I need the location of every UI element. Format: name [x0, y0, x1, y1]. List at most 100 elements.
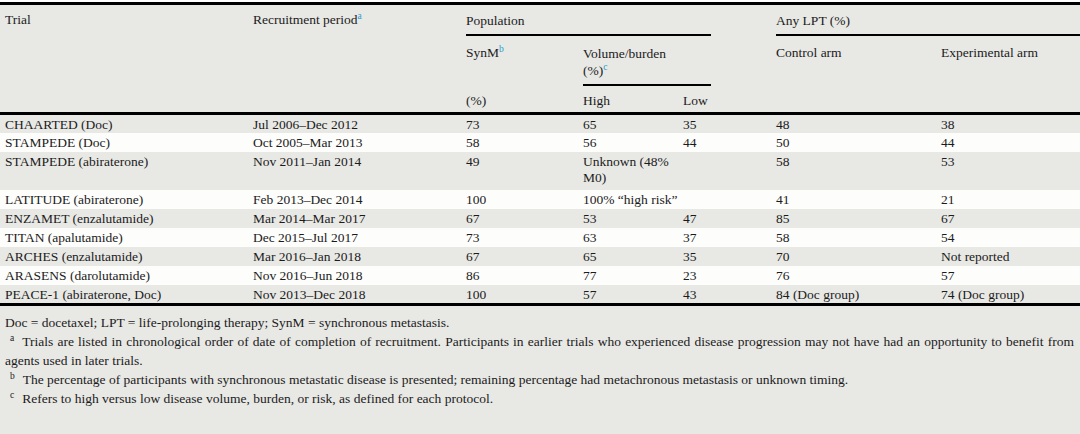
footnote-b-text: The percentage of participants with sync…: [23, 372, 849, 387]
cell-period: Nov 2011–Jan 2014: [252, 152, 465, 190]
cell-control: 58: [775, 152, 940, 190]
footnote-a: aTrials are listed in chronological orde…: [5, 332, 1074, 370]
cell-trial: TITAN (apalutamide): [0, 228, 252, 247]
table-row: STAMPEDE (Doc) Oct 2005–Mar 2013 58 56 4…: [0, 133, 1080, 152]
footnote-a-marker: a: [10, 333, 14, 343]
cell-low: 44: [682, 133, 775, 152]
population-group-label: Population: [466, 12, 711, 36]
cell-control: 48: [775, 114, 940, 134]
cell-experimental: Not reported: [940, 247, 1080, 266]
cell-high: 57: [582, 285, 682, 305]
cell-volume-burden: Unknown (48% M0): [582, 152, 775, 190]
table-row: TITAN (apalutamide) Dec 2015–Jul 2017 73…: [0, 228, 1080, 247]
footnote-a-text: Trials are listed in chronological order…: [5, 334, 1074, 368]
cell-synm: 100: [465, 190, 582, 209]
column-header-trial: Trial: [0, 4, 252, 114]
cell-control: 41: [775, 190, 940, 209]
cell-experimental: 67: [940, 209, 1080, 228]
cell-synm: 100: [465, 285, 582, 305]
cell-trial: CHAARTED (Doc): [0, 114, 252, 134]
table-row: PEACE-1 (abiraterone, Doc) Nov 2013–Dec …: [0, 285, 1080, 305]
volume-burden-line1: Volume/burden: [583, 46, 666, 61]
footnote-c: c Refers to high versus low disease volum…: [5, 389, 1074, 408]
volume-burden-line2: (%): [583, 63, 603, 78]
any-lpt-group-label: Any LPT (%): [776, 12, 1080, 36]
table-header: Trial Recruitment perioda Population Any…: [0, 4, 1080, 114]
cell-high: 77: [582, 266, 682, 285]
cell-control: 70: [775, 247, 940, 266]
cell-control: 85: [775, 209, 940, 228]
cell-synm: 49: [465, 152, 582, 190]
column-header-recruitment-period: Recruitment perioda: [252, 4, 465, 114]
recruitment-period-label: Recruitment period: [253, 12, 358, 27]
footnote-c-marker: c: [10, 390, 14, 400]
cell-synm: 73: [465, 114, 582, 134]
cell-period: Feb 2013–Dec 2014: [252, 190, 465, 209]
cell-high: 63: [582, 228, 682, 247]
cell-synm: 86: [465, 266, 582, 285]
cell-synm: 73: [465, 228, 582, 247]
column-header-experimental-arm: Experimental arm: [940, 37, 1080, 114]
trials-table: Trial Recruitment perioda Population Any…: [0, 2, 1080, 306]
abbreviations-line: Doc = docetaxel; LPT = life-prolonging t…: [5, 313, 1074, 332]
table-row: STAMPEDE (abiraterone) Nov 2011–Jan 2014…: [0, 152, 1080, 190]
column-group-any-lpt: Any LPT (%): [775, 4, 1080, 37]
cell-synm: 67: [465, 209, 582, 228]
table-row: ARCHES (enzalutamide) Mar 2016–Jan 2018 …: [0, 247, 1080, 266]
column-header-low: Low: [682, 89, 775, 114]
cell-period: Oct 2005–Mar 2013: [252, 133, 465, 152]
cell-trial: LATITUDE (abiraterone): [0, 190, 252, 209]
cell-trial: STAMPEDE (abiraterone): [0, 152, 252, 190]
cell-experimental: 53: [940, 152, 1080, 190]
cell-experimental: 54: [940, 228, 1080, 247]
table-body: CHAARTED (Doc) Jul 2006–Dec 2012 73 65 3…: [0, 114, 1080, 305]
cell-experimental: 21: [940, 190, 1080, 209]
cell-trial: ENZAMET (enzalutamide): [0, 209, 252, 228]
cell-control: 76: [775, 266, 940, 285]
table-row: ENZAMET (enzalutamide) Mar 2014–Mar 2017…: [0, 209, 1080, 228]
cell-high: 53: [582, 209, 682, 228]
synm-unit-label: (%): [465, 89, 582, 114]
cell-period: Nov 2016–Jun 2018: [252, 266, 465, 285]
cell-period: Dec 2015–Jul 2017: [252, 228, 465, 247]
footnote-b: b The percentage of participants with syn…: [5, 370, 1074, 389]
cell-trial: STAMPEDE (Doc): [0, 133, 252, 152]
cell-trial: ARASENS (darolutamide): [0, 266, 252, 285]
cell-experimental: 38: [940, 114, 1080, 134]
cell-experimental: 44: [940, 133, 1080, 152]
cell-period: Mar 2014–Mar 2017: [252, 209, 465, 228]
footnote-ref-a: a: [358, 11, 362, 21]
column-group-population: Population: [465, 4, 775, 37]
cell-volume-burden: 100% “high risk”: [582, 190, 775, 209]
cell-experimental: 74 (Doc group): [940, 285, 1080, 305]
header-row-groups: Trial Recruitment perioda Population Any…: [0, 4, 1080, 37]
cell-high: 56: [582, 133, 682, 152]
synm-label: SynM: [466, 45, 499, 60]
column-header-high: High: [582, 89, 682, 114]
table-footnotes: Doc = docetaxel; LPT = life-prolonging t…: [0, 306, 1080, 408]
column-header-synm: SynMb: [465, 37, 582, 89]
volume-burden-value: Unknown (48% M0): [583, 154, 687, 186]
footnote-c-text: Refers to high versus low disease volume…: [22, 391, 493, 406]
cell-period: Mar 2016–Jan 2018: [252, 247, 465, 266]
journal-table-page: Trial Recruitment perioda Population Any…: [0, 0, 1080, 434]
cell-low: 47: [682, 209, 775, 228]
footnote-b-marker: b: [10, 371, 15, 381]
cell-low: 35: [682, 114, 775, 134]
cell-control: 84 (Doc group): [775, 285, 940, 305]
cell-high: 65: [582, 114, 682, 134]
column-header-control-arm: Control arm: [775, 37, 940, 114]
table-row: LATITUDE (abiraterone) Feb 2013–Dec 2014…: [0, 190, 1080, 209]
footnote-ref-b: b: [499, 43, 504, 53]
cell-low: 43: [682, 285, 775, 305]
cell-low: 23: [682, 266, 775, 285]
cell-low: 35: [682, 247, 775, 266]
cell-trial: ARCHES (enzalutamide): [0, 247, 252, 266]
cell-control: 50: [775, 133, 940, 152]
column-header-volume-burden: Volume/burden(%)c: [582, 37, 775, 89]
cell-trial: PEACE-1 (abiraterone, Doc): [0, 285, 252, 305]
cell-control: 58: [775, 228, 940, 247]
cell-high: 65: [582, 247, 682, 266]
table-row: CHAARTED (Doc) Jul 2006–Dec 2012 73 65 3…: [0, 114, 1080, 134]
volume-burden-label: Volume/burden(%)c: [583, 45, 711, 86]
